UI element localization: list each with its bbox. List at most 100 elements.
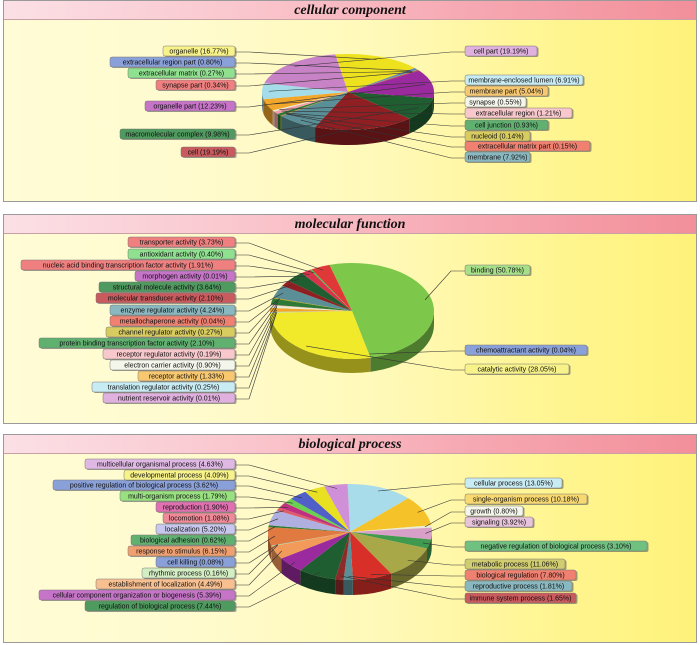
slice-label: response to stimulus (6.15%) (136, 549, 227, 556)
pie-slice-side (432, 92, 434, 114)
pie-slice-side (427, 539, 432, 564)
pie-slice (309, 269, 352, 311)
pie-slice-side (370, 311, 434, 372)
slice-label: establishment of localization (4.49%) (108, 582, 222, 589)
pie-slice (271, 532, 350, 547)
pie-slice-side (271, 546, 282, 574)
leader-line (235, 279, 300, 289)
slice-label-box (464, 264, 531, 276)
slice-label-box (464, 477, 563, 489)
slice-label: immune system process (1.65%) (470, 596, 572, 603)
leader-line (235, 242, 323, 271)
pie-slice (271, 532, 350, 546)
leader-line (235, 285, 291, 300)
leader-line (300, 119, 465, 159)
leader-line (235, 298, 280, 334)
slice-label: cell (19.19%) (188, 150, 229, 157)
slice-label: growth (0.80%) (470, 509, 517, 516)
slice-label: antioxidant activity (0.40%) (140, 252, 224, 259)
slice-label: channel regulator activity (0.27%) (119, 330, 223, 337)
slice-label: transporter activity (3.73%) (140, 240, 224, 247)
pie-slice-side (431, 532, 432, 555)
slice-label: developmental process (4.09%) (130, 473, 228, 480)
pie-slice-side (352, 573, 392, 595)
leader-line (425, 522, 465, 534)
slice-label-box (464, 505, 524, 517)
pie-slice-side (270, 312, 371, 373)
pie-slice (348, 69, 419, 92)
slice-label: extracellular matrix part (0.15%) (478, 144, 577, 151)
leader-line (294, 51, 465, 67)
slice-label: cell killing (0.08%) (167, 560, 223, 567)
leader-line (235, 550, 283, 586)
slice-label: structural molecule activity (3.64%) (113, 285, 222, 292)
leader-line (235, 544, 279, 575)
pie-slice (350, 527, 432, 540)
slice-label: biological regulation (7.80%) (476, 573, 564, 580)
leader-line (235, 298, 280, 323)
slice-label: synapse part (0.34%) (162, 83, 229, 90)
leader-line (235, 302, 279, 345)
pie-slice (350, 532, 428, 574)
slice-label: negative regulation of biological proces… (481, 544, 632, 551)
slice-label: enzyme regulator activity (4.24%) (121, 308, 225, 315)
slice-label: multi-organism process (1.79%) (128, 494, 227, 501)
slice-label-box (155, 79, 236, 91)
pie-slice (350, 532, 432, 549)
slice-label: morphogen activity (0.01%) (142, 274, 227, 281)
slice-label: positive regulation of biological proces… (70, 483, 218, 490)
pie-slice (288, 273, 352, 311)
slice-label-box (84, 458, 236, 470)
leader-line (370, 574, 465, 577)
leader-line (369, 350, 465, 355)
panel-header: molecular function (4, 215, 696, 234)
panel-header: cellular component (4, 1, 696, 20)
slice-label-box (464, 74, 584, 86)
pie-slice (343, 532, 353, 580)
pie-chart-2: cellular process (13.05%) single-organism… (38, 458, 649, 612)
leader-line (235, 107, 419, 136)
leader-line (235, 275, 306, 278)
slice-label-box (464, 558, 566, 570)
slice-label: localization (5.20%) (165, 527, 226, 534)
pie-slice (347, 484, 409, 532)
slice-label-box (464, 516, 534, 528)
pie-slice-side (277, 113, 281, 131)
slice-label: metabolic process (11.06%) (472, 562, 558, 569)
slice-label: regulation of biological process (7.44%) (99, 604, 222, 611)
leader-line (235, 71, 414, 87)
pie-slice-side (262, 92, 264, 115)
leader-line (378, 483, 465, 492)
pie-slice (270, 304, 352, 311)
pie-slice (276, 507, 350, 532)
slice-label: membrane part (5.04%) (470, 89, 544, 96)
slice-label-box (464, 363, 570, 375)
leader-line (306, 345, 465, 371)
slice-label-box (109, 304, 236, 316)
pie-slice (324, 484, 350, 532)
slice-label-box (464, 45, 538, 57)
leader-line (284, 112, 465, 127)
slice-label-box (464, 119, 549, 131)
pie-slice (281, 532, 350, 571)
leader-line (235, 464, 337, 489)
leader-line (281, 110, 465, 115)
pie-slice-side (391, 548, 428, 589)
slice-label: nucleic acid binding transcription facto… (43, 263, 213, 270)
slice-label: translation regulator activity (0.25%) (108, 385, 220, 392)
slice-label-box (464, 580, 573, 592)
slice-label: catalytic activity (28.05%) (478, 367, 557, 374)
leader-line (235, 51, 377, 60)
slice-label: signaling (3.92%) (472, 520, 526, 527)
slice-label: extracellular matrix (0.27%) (139, 71, 224, 78)
slice-label: extracellular region (1.21%) (476, 111, 562, 118)
pie-slice (268, 525, 350, 532)
slice-label-box (144, 100, 236, 112)
leader-line (422, 542, 465, 548)
pie-slice (273, 285, 352, 311)
slice-label-box (464, 569, 577, 581)
pie-slice-side (343, 579, 353, 596)
chart-title: molecular function (294, 217, 406, 232)
chart-title: cellular component (294, 3, 406, 18)
